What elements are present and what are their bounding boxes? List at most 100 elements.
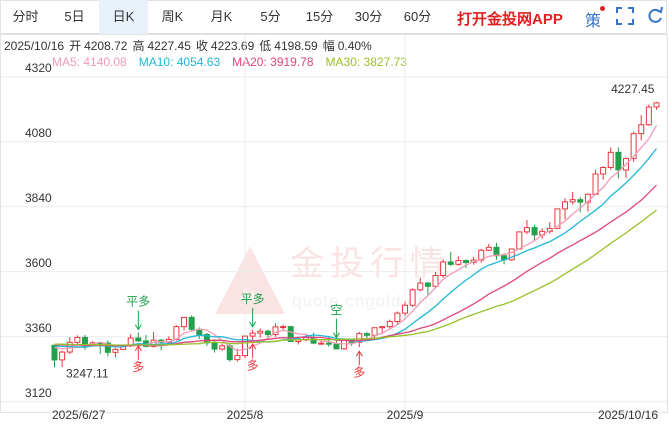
candle-body — [386, 320, 393, 328]
signal-label: 平多 — [126, 295, 150, 309]
candle-body — [569, 199, 576, 203]
candle-body — [562, 201, 569, 210]
candle-body — [600, 166, 607, 175]
tab[interactable]: 周K — [161, 9, 184, 24]
signal-label: 平多 — [241, 292, 265, 306]
tab[interactable]: 5分 — [260, 9, 281, 24]
candle-body — [333, 343, 340, 350]
candle-body — [272, 326, 279, 335]
badge-dot — [600, 6, 605, 11]
legend-entry: MA20: 3919.78 — [232, 55, 314, 69]
y-tick-label: 3120 — [25, 386, 52, 400]
candle-body — [135, 337, 142, 342]
tab[interactable]: 60分 — [403, 9, 432, 24]
candle-body — [424, 282, 431, 287]
candle-body — [188, 316, 195, 330]
info-label: 低 — [259, 39, 271, 53]
candle-body — [447, 261, 454, 265]
info-label: 高 — [132, 38, 144, 53]
candle-body — [516, 231, 523, 250]
candle-body — [371, 327, 378, 336]
legend-entry: MA10: 4054.63 — [139, 55, 221, 69]
info-value: 4208.72 — [84, 39, 128, 53]
tab[interactable]: 月K — [210, 9, 233, 24]
legend-entry: MA5: 4140.08 — [52, 55, 127, 69]
y-tick-label: 4320 — [25, 61, 52, 75]
candle-body — [234, 355, 241, 361]
candle-body — [615, 151, 622, 171]
candle-body — [363, 333, 370, 336]
x-tick-label: 2025/10/16 — [598, 408, 658, 422]
info-label: 收 — [196, 39, 208, 53]
candle-body — [440, 261, 447, 276]
y-tick-label: 4080 — [25, 126, 52, 140]
candle-body — [554, 208, 561, 229]
candle-body — [242, 335, 248, 357]
candle-body — [379, 326, 386, 329]
candle-body — [394, 312, 401, 322]
candle-body — [257, 330, 264, 334]
min-label: 3247.11 — [66, 366, 109, 380]
strategy-button[interactable]: 策 — [585, 13, 602, 30]
signal-arrow-head — [249, 321, 257, 328]
signal-arrow-head — [249, 343, 257, 350]
candle-body — [211, 342, 218, 350]
max-label: 4227.45 — [611, 82, 655, 96]
candle-body — [280, 326, 287, 329]
candle-body — [104, 342, 111, 353]
signal-label: 多 — [247, 358, 259, 372]
candle-body — [402, 304, 409, 314]
toolbar-icons — [616, 6, 663, 25]
candle-body — [74, 336, 81, 343]
candle-body — [607, 151, 614, 168]
watermark-title: 金投行情 — [290, 245, 450, 283]
signal-arrow-head — [134, 324, 142, 331]
tab-bar: 分时 5日 日K 周K 月K 5分 15分 30分 60分 — [0, 0, 667, 34]
info-label: 开 — [69, 39, 81, 53]
tab[interactable]: 分时 — [12, 9, 39, 24]
signal-label: 空 — [330, 303, 342, 317]
candle-body — [531, 227, 538, 236]
candle-body — [508, 248, 515, 261]
candle-body — [409, 289, 416, 306]
candle-body — [455, 260, 462, 265]
info-line: 2025/10/16 开 4208.72 高 4227.45 收 4223.69 低 4198.… — [4, 38, 372, 53]
candle-body — [592, 173, 599, 195]
ma-line — [54, 209, 657, 346]
info-value: 4223.69 — [211, 39, 255, 53]
tab[interactable]: 日K — [99, 0, 148, 34]
info-value: 4198.59 — [274, 39, 318, 53]
signal-arrow-head — [355, 350, 363, 357]
tab[interactable]: 30分 — [354, 9, 383, 24]
y-tick-label: 3840 — [25, 191, 52, 205]
y-tick-label: 3600 — [25, 256, 52, 270]
x-tick-label: 2025/8 — [227, 408, 264, 422]
info-value: 0.40% — [338, 39, 372, 53]
candle-body — [325, 342, 332, 345]
signal-arrow-head — [333, 332, 340, 339]
refresh-icon[interactable] — [648, 6, 663, 23]
signal-label: 多 — [353, 365, 365, 379]
watermark-logo — [215, 246, 285, 314]
signal-label: 多 — [132, 360, 144, 374]
candle-body — [181, 316, 188, 328]
candle-body — [287, 326, 294, 343]
tab[interactable]: 5日 — [64, 9, 85, 24]
info-date: 2025/10/16 — [4, 39, 64, 53]
candle-body — [249, 332, 256, 337]
signal-arrow-head — [134, 344, 142, 352]
candle-body — [485, 246, 492, 251]
candle-body — [59, 351, 66, 361]
candle-body — [630, 133, 637, 160]
info-label: 幅 — [323, 38, 335, 53]
candle-body — [653, 102, 660, 108]
fullscreen-icon[interactable] — [616, 7, 634, 25]
app-link[interactable]: 打开金投网APP — [457, 11, 563, 28]
x-tick-label: 2025/9 — [387, 408, 424, 422]
tab[interactable]: 15分 — [305, 9, 334, 24]
info-value: 4227.45 — [147, 39, 191, 53]
candle-body — [112, 348, 119, 353]
candle-body — [638, 124, 645, 135]
